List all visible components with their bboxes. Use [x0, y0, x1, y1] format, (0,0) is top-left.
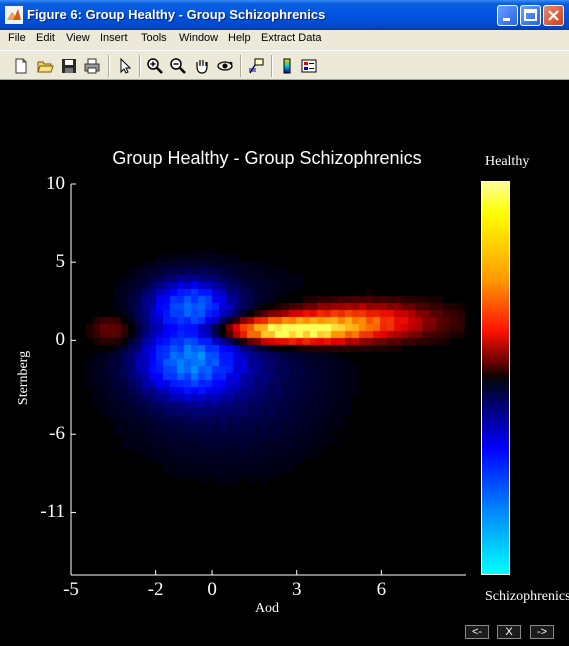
x-tick-label: 6: [376, 579, 387, 600]
toolbar-separator: [139, 55, 141, 77]
menu-tools[interactable]: Tools: [141, 32, 167, 44]
save-button[interactable]: [59, 56, 79, 76]
x-tick-label: -2: [147, 579, 164, 600]
menu-file[interactable]: File: [8, 32, 26, 44]
matlab-icon: [5, 6, 23, 24]
plot-title: Group Healthy - Group Schizophrenics: [112, 148, 422, 168]
y-tick-label: 10: [46, 173, 65, 194]
toolbar-separator: [240, 55, 242, 77]
insert-colorbar-button[interactable]: [277, 56, 297, 76]
x-axis-label: Aod: [254, 601, 280, 616]
insert-legend-button[interactable]: [299, 56, 319, 76]
heatmap-image[interactable]: [72, 184, 465, 574]
pan-button[interactable]: [192, 56, 212, 76]
close-button[interactable]: [543, 5, 564, 26]
y-tick-label: -11: [40, 501, 65, 523]
menu-window[interactable]: Window: [179, 32, 218, 44]
y-tick-label: 0: [55, 329, 66, 351]
data-cursor-button[interactable]: [246, 56, 266, 76]
title-bar[interactable]: Figure 6: Group Healthy - Group Schizoph…: [0, 0, 569, 30]
menu-window-label: Window: [179, 32, 219, 44]
pan-hand-icon: [196, 60, 208, 74]
zoom-out-button[interactable]: [168, 56, 188, 76]
print-icon: [84, 58, 100, 74]
pointer-icon: [120, 57, 132, 74]
menu-extract-data[interactable]: Extract Data: [261, 32, 322, 44]
zoom-in-button[interactable]: [145, 56, 165, 76]
minimize-button[interactable]: [497, 5, 518, 26]
menu-bar: File Edit View Insert Tools Window Help …: [0, 30, 569, 50]
menu-insert-label: Insert: [100, 32, 128, 44]
next-figure-button[interactable]: ->: [530, 625, 554, 639]
y-tick-label: 5: [55, 251, 66, 273]
minimize-icon: [503, 18, 510, 21]
data-cursor-icon: [249, 58, 264, 74]
rotate-3d-icon: [217, 61, 234, 71]
colorbar[interactable]: [481, 181, 510, 575]
maximize-button[interactable]: [520, 5, 541, 26]
select-tool-button[interactable]: [115, 56, 135, 76]
menu-edit-label: Edit: [36, 32, 55, 44]
toolbar-separator: [108, 55, 110, 77]
previous-figure-button[interactable]: <-: [465, 625, 489, 639]
menu-file-label: File: [8, 32, 26, 44]
new-file-icon: [15, 58, 27, 74]
menu-view[interactable]: View: [66, 32, 90, 44]
rotate-3d-button[interactable]: [215, 56, 235, 76]
toolbar: [0, 50, 569, 80]
colorbar-icon: [283, 58, 291, 74]
open-file-button[interactable]: [35, 56, 55, 76]
save-icon: [62, 59, 76, 73]
maximize-icon: [524, 9, 537, 21]
y-tick-label: -6: [49, 423, 65, 445]
zoom-out-icon: [170, 58, 186, 74]
menu-edit[interactable]: Edit: [36, 32, 55, 44]
menu-tools-label: Tools: [141, 32, 167, 44]
menu-help-label: Help: [228, 32, 251, 44]
x-tick-label: 3: [291, 579, 302, 600]
y-axis-label: Sternberg: [16, 350, 31, 406]
menu-help[interactable]: Help: [228, 32, 251, 44]
x-tick-label: 0: [207, 579, 217, 600]
window-title: Figure 6: Group Healthy - Group Schizoph…: [27, 7, 326, 22]
x-tick-label: -5: [63, 579, 79, 600]
legend-icon: [301, 59, 317, 73]
new-figure-button[interactable]: [11, 56, 31, 76]
colorbar-top-label: Healthy: [485, 154, 530, 169]
zoom-in-icon: [147, 58, 163, 74]
open-folder-icon: [37, 61, 54, 73]
menu-extract-data-label: Extract Data: [261, 32, 322, 44]
toolbar-separator: [271, 55, 273, 77]
colorbar-bottom-label: Schizophrenics: [485, 589, 569, 604]
print-button[interactable]: [82, 56, 102, 76]
menu-insert[interactable]: Insert: [100, 32, 128, 44]
close-figure-button[interactable]: X: [497, 625, 521, 639]
menu-view-label: View: [66, 32, 90, 44]
close-icon: [548, 10, 559, 21]
